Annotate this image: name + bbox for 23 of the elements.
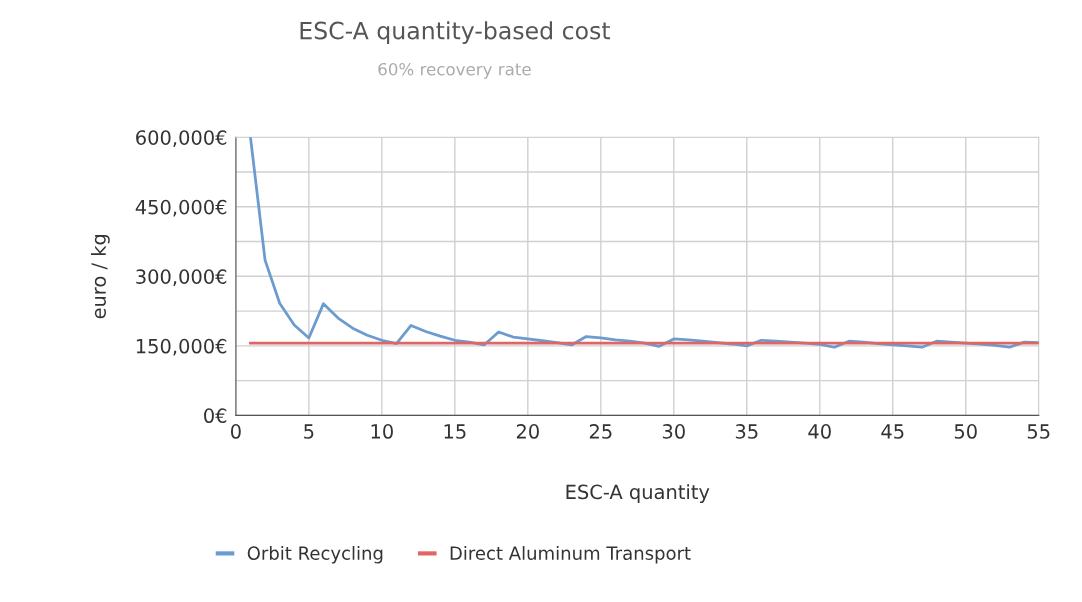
x-tick-label: 20: [516, 424, 539, 439]
x-tick-label: 45: [881, 424, 904, 439]
x-axis-title: ESC-A quantity: [566, 484, 710, 504]
y-tick-label: 0€: [204, 408, 227, 424]
y-tick-label: 150,000€: [136, 338, 227, 356]
x-tick-label: 25: [589, 424, 612, 439]
x-tick-label: 10: [371, 424, 393, 439]
y-axis-title: euro / kg: [90, 234, 110, 319]
chart-subtitle: 60% recovery rate: [378, 62, 531, 79]
chart-title: ESC-A quantity-based cost: [300, 21, 611, 45]
y-tick-label: 600,000€: [136, 130, 227, 147]
y-tick-label: 450,000€: [135, 199, 227, 217]
x-tick-label: 55: [1027, 424, 1050, 439]
x-tick-label: 40: [808, 424, 831, 439]
x-tick-label: 0: [230, 424, 241, 439]
legend-label: Direct Aluminum Transport: [450, 546, 691, 564]
y-tick-label: 300,000€: [136, 269, 227, 286]
x-tick-label: 5: [304, 424, 314, 439]
x-tick-label: 30: [662, 424, 685, 439]
x-tick-label: 35: [735, 424, 758, 439]
x-tick-label: 15: [444, 424, 466, 439]
legend-label: Orbit Recycling: [247, 546, 383, 564]
x-tick-label: 50: [954, 424, 977, 439]
